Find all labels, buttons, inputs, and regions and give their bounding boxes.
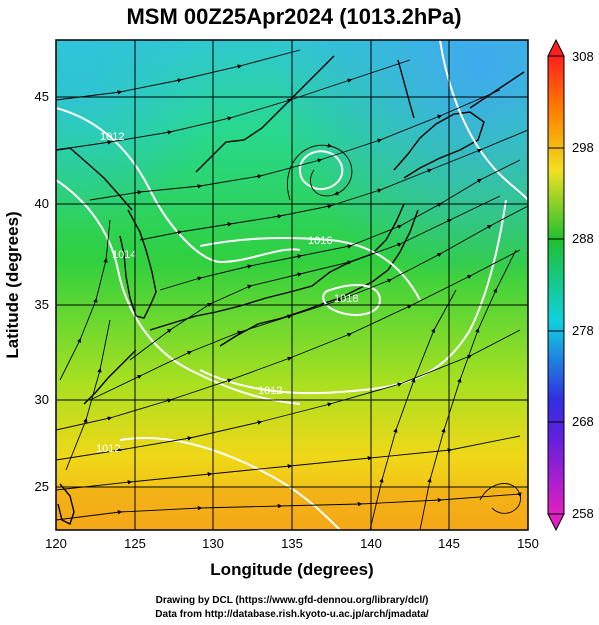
colorbar-tick-label: 298 xyxy=(572,140,594,155)
map-title: MSM 00Z25Apr2024 (1013.2hPa) xyxy=(126,4,461,29)
x-tick-label: 135 xyxy=(281,536,303,551)
x-axis: 120 125 130 135 140 145 150 Longitude (d… xyxy=(45,536,539,579)
x-tick-label: 125 xyxy=(124,536,146,551)
colorbar-gradient xyxy=(547,55,565,515)
colorbar: 308 298 288 278 268 258 xyxy=(547,38,594,532)
y-tick-label: 40 xyxy=(35,196,49,211)
streamline-vortex-se xyxy=(479,483,522,514)
x-tick-label: 120 xyxy=(45,536,67,551)
streamlines xyxy=(56,49,528,530)
y-tick-label: 35 xyxy=(35,297,49,312)
x-tick-label: 150 xyxy=(517,536,539,551)
streamline xyxy=(56,59,411,151)
x-tick-label: 140 xyxy=(360,536,382,551)
x-tick-label: 145 xyxy=(438,536,460,551)
y-axis-label: Latitude (degrees) xyxy=(3,211,22,358)
y-tick-label: 25 xyxy=(35,479,49,494)
contour-label: 1012 xyxy=(96,443,120,455)
contour-labels: 1012 1014 1016 1018 1012 1012 xyxy=(96,131,358,455)
plot-frame xyxy=(55,39,529,531)
x-axis-label: Longitude (degrees) xyxy=(210,560,373,579)
streamline xyxy=(65,319,111,471)
plot-area: 1012 1014 1016 1018 1012 1012 xyxy=(56,40,528,530)
x-tick-label: 130 xyxy=(202,536,224,551)
streamline xyxy=(56,49,301,101)
contour-label: 1018 xyxy=(334,293,358,305)
contour-label: 1016 xyxy=(308,235,332,247)
streamline xyxy=(56,493,521,521)
streamline xyxy=(59,219,111,381)
colorbar-tick-label: 288 xyxy=(572,231,594,246)
contour-label: 1012 xyxy=(258,385,282,397)
y-tick-label: 45 xyxy=(35,89,49,104)
credit-drawing: Drawing by DCL (https://www.gfd-dennou.o… xyxy=(156,595,429,606)
y-axis: 25 30 35 40 45 Latitude (degrees) xyxy=(3,89,49,494)
graticule xyxy=(56,40,528,530)
streamline xyxy=(369,289,457,530)
y-tick-label: 30 xyxy=(35,392,49,407)
streamline xyxy=(139,129,528,241)
streamline-vortex xyxy=(286,143,353,201)
colorbar-top-cap xyxy=(547,38,565,57)
coast-sakhalin-kurils xyxy=(397,59,525,119)
colorbar-tick-label: 258 xyxy=(572,506,594,521)
colorbar-tick-label: 268 xyxy=(572,414,594,429)
colorbar-bottom-cap xyxy=(547,513,565,532)
contour-label: 1012 xyxy=(100,131,124,143)
colorbar-tick-label: 308 xyxy=(572,49,594,64)
colorbar-tick-label: 278 xyxy=(572,323,594,338)
credit-data: Data from http://database.rish.kyoto-u.a… xyxy=(155,609,429,620)
contour-label: 1014 xyxy=(112,249,136,261)
